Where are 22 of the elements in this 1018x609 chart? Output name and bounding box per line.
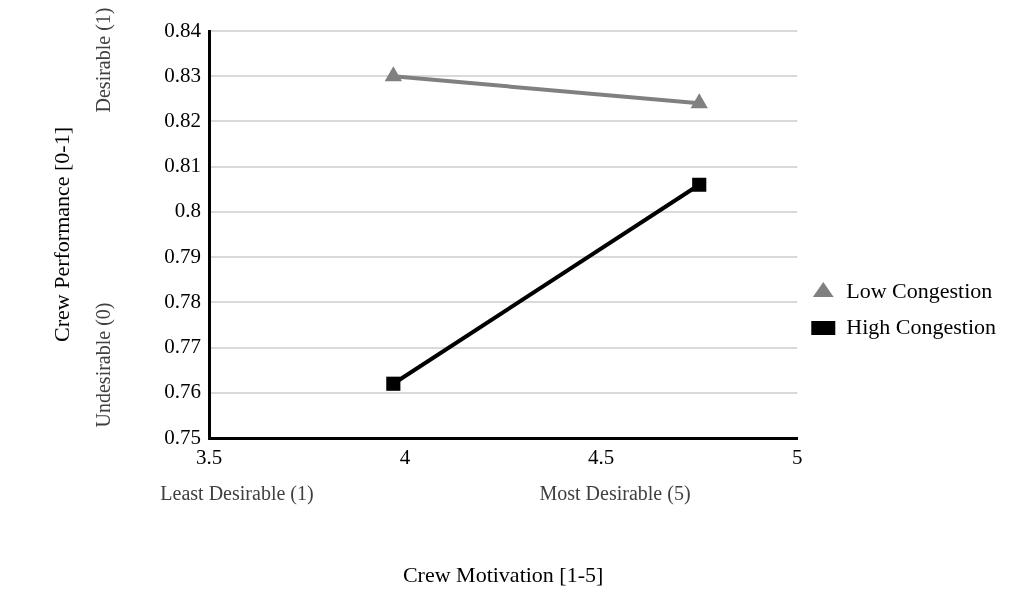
y-tick-label: 0.82 <box>164 107 201 132</box>
y-tick-label: 0.81 <box>164 153 201 178</box>
y-tick-label: 0.78 <box>164 288 201 313</box>
x-tick-label: 5 <box>792 445 803 470</box>
y-tick-label: 0.8 <box>174 198 201 223</box>
legend-label: Low Congestion <box>846 277 993 303</box>
y-tick-label: 0.79 <box>164 243 201 268</box>
y-tick-label: 0.84 <box>164 17 202 42</box>
x-axis-title: Crew Motivation [1-5] <box>402 561 604 587</box>
point <box>692 177 707 192</box>
x-tick-label: 4.5 <box>588 445 615 470</box>
text: Desirable (1) <box>92 7 114 113</box>
y-axis-title: Crew Performance [0-1] <box>48 126 74 343</box>
text: Undesirable (0) <box>92 302 114 428</box>
y-tick-label: 0.76 <box>164 379 201 404</box>
y-tick-label: 0.77 <box>164 334 201 359</box>
text: Least Desirable (1) <box>160 482 314 504</box>
legend-label: High Congestion <box>846 313 997 339</box>
x-tick-label: 4 <box>399 445 411 470</box>
text: Most Desirable (5) <box>539 482 691 504</box>
point <box>386 376 401 391</box>
y-tick-label: 0.83 <box>164 62 201 87</box>
